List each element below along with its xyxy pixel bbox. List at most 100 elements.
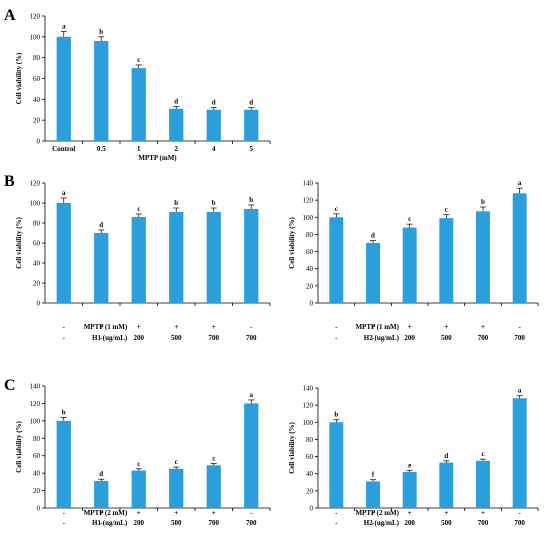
y-tick-label: 120 [30,400,41,408]
significance-label: b [62,408,66,416]
bar [94,480,109,508]
chart-4: 0 20 40 60 80 100 120 140 Cell viability (%) b d c c… [15,383,271,527]
bar [476,211,490,303]
treatment-row-value: 200 [134,334,145,342]
bar [206,212,221,303]
y-tick-label: 120 [303,402,314,410]
significance-label: a [62,23,66,31]
treatment-row-value: 500 [441,334,452,342]
bar [131,68,146,141]
treatment-row-label: H1 (ug/mL) [92,334,128,342]
treatment-row-value: 700 [209,519,220,527]
bar [329,217,344,303]
significance-label: c [408,215,411,223]
y-tick-label: 40 [33,470,41,478]
treatment-row-value: + [212,509,216,517]
y-tick-label: 100 [30,33,41,41]
bar [244,209,259,303]
y-tick-label: 100 [30,417,41,425]
bar [476,460,490,508]
y-tick-label: 0 [37,505,41,513]
treatment-row-value: 700 [246,334,257,342]
significance-label: b [212,199,216,207]
treatment-row-value: 200 [404,519,415,527]
treatment-row-value: - [335,519,338,527]
significance-label: b [249,196,253,204]
bar [244,403,259,508]
treatment-row-value: + [371,509,375,517]
treatment-row-value: + [174,323,178,331]
significance-label: a [62,189,66,197]
bar [329,422,344,508]
x-tick-label: 0.5 [97,145,106,153]
x-tick-label: 1 [137,145,141,153]
y-tick-label: 80 [306,436,314,444]
y-tick-label: 120 [303,197,314,205]
treatment-row-value: 700 [478,334,489,342]
y-tick-label: 100 [303,214,314,222]
y-axis-title: Cell viability (%) [15,216,23,268]
y-tick-label: 60 [33,452,41,460]
y-tick-label: 120 [30,180,41,188]
bar [366,243,380,303]
bar [169,108,184,141]
significance-label: b [99,28,103,36]
treatment-row-value: - [63,334,66,342]
significance-label: d [174,98,178,106]
y-tick-label: 0 [37,138,41,146]
y-tick-label: 40 [306,265,314,273]
y-tick-label: 100 [30,200,41,208]
significance-label: d [212,99,216,107]
treatment-row-value: - [63,323,66,331]
bar [512,398,527,508]
treatment-row-value: - [335,334,338,342]
x-axis-title: MPTP (mM) [138,154,177,162]
treatment-row-value: 200 [404,334,415,342]
y-tick-label: 80 [306,231,314,239]
bar [439,462,454,508]
treatment-row-value: 500 [171,334,182,342]
significance-label: a [250,391,254,399]
y-tick-label: 120 [30,13,41,21]
treatment-row-value: + [212,323,216,331]
treatment-row-value: - [372,334,375,342]
treatment-row-value: 700 [514,519,525,527]
bar [402,227,417,303]
y-tick-label: 20 [33,280,41,288]
bar [56,420,71,508]
y-tick-label: 40 [33,260,41,268]
significance-label: b [481,198,485,206]
treatment-row-label: H2 (ug/mL) [364,334,400,342]
x-tick-label: 2 [175,145,179,153]
treatment-row-value: + [99,323,103,331]
bar [169,468,184,508]
y-axis-title: Cell viability (%) [15,420,23,472]
y-tick-label: 60 [306,453,314,461]
bar [131,470,146,508]
bar [169,212,184,303]
y-axis-title: Cell viability (%) [288,216,296,268]
significance-label: c [137,205,140,213]
treatment-row-value: + [408,323,412,331]
treatment-row-value: + [481,323,485,331]
treatment-row-value: + [481,509,485,517]
treatment-row-label: MPTP (1 mM) [355,323,399,331]
x-tick-label: Control [52,145,75,153]
significance-label: c [212,455,215,463]
treatment-row-value: + [371,323,375,331]
bar [94,41,109,141]
significance-label: d [249,99,253,107]
chart-2: 0 20 40 60 80 100 120 Cell viability (%) a d c b b b M… [15,180,271,342]
treatment-row-label: MPTP (1 mM) [84,323,128,331]
treatment-row-label: H2 (ug/mL) [364,519,400,527]
significance-label: c [137,56,140,64]
treatment-row-value: - [100,519,103,527]
treatment-row-value: - [63,519,66,527]
y-tick-label: 140 [303,180,314,188]
treatment-row-value: 700 [246,519,257,527]
bar [56,36,71,142]
panel-letter-b: B [4,173,15,190]
treatment-row-value: - [372,519,375,527]
bar [56,203,71,303]
